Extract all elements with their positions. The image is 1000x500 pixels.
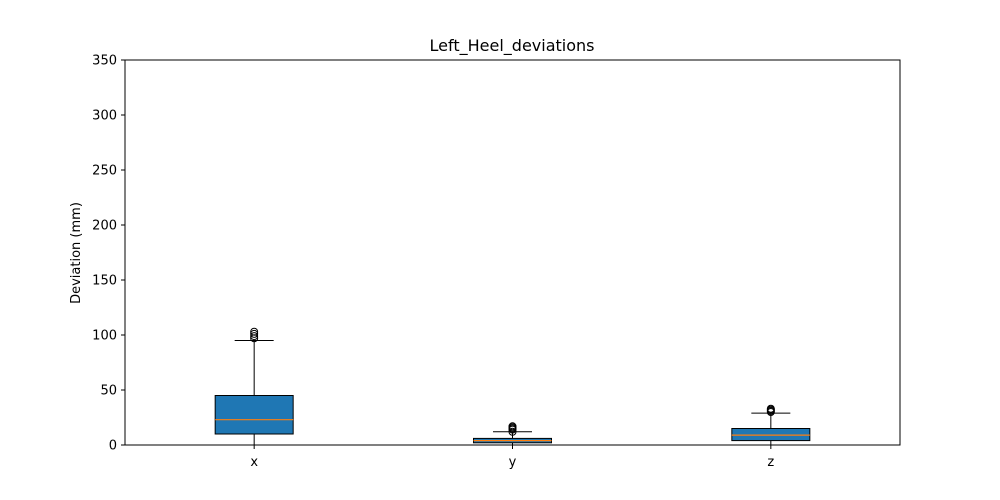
x-tick-label: z [767, 455, 774, 470]
y-tick-label: 0 [109, 439, 117, 454]
y-tick-label: 50 [100, 384, 117, 399]
y-tick-label: 100 [92, 329, 117, 344]
x-axis: x y z [250, 445, 774, 470]
box-iqr [214, 395, 294, 435]
chart-title: Left_Heel_deviations [430, 36, 595, 56]
y-axis-label: Deviation (mm) [69, 202, 84, 304]
box-z [731, 404, 811, 446]
x-tick-label: y [509, 455, 517, 470]
y-tick-label: 350 [92, 54, 117, 69]
y-tick-label: 250 [92, 164, 117, 179]
plot-frame [124, 59, 901, 446]
outlier-point [508, 422, 517, 431]
outlier-point [250, 327, 259, 336]
outlier-point [766, 404, 775, 413]
x-tick-label: x [250, 455, 258, 470]
y-axis: 0 50 100 150 200 250 300 350 [92, 54, 125, 454]
box-y [473, 422, 552, 446]
y-tick-label: 150 [92, 274, 117, 289]
outlier-point [250, 329, 259, 338]
outlier-point [508, 427, 517, 436]
boxes-group [214, 327, 811, 446]
y-tick-label: 200 [92, 219, 117, 234]
outlier-point [250, 332, 259, 341]
box-x [214, 327, 294, 446]
y-tick-label: 300 [92, 109, 117, 124]
